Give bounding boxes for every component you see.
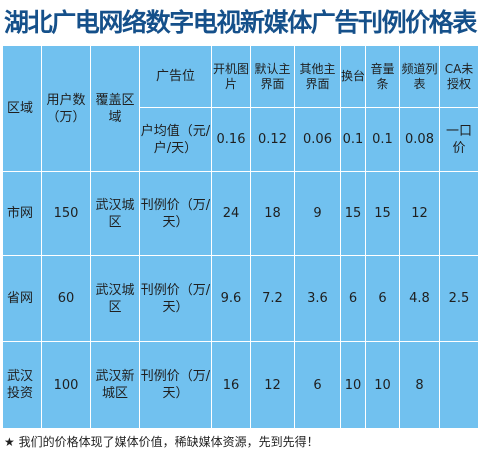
row-users: 60 [41, 255, 91, 342]
footer-note: ★ 我们的价格体现了媒体价值，稀缺媒体资源，先到先得！ [4, 435, 319, 449]
price-cell: 9 [294, 171, 341, 256]
row-region: 市网 [2, 171, 42, 256]
price-cell: 8 [399, 341, 440, 429]
price-cell: 15 [365, 171, 400, 256]
price-cell: 6 [294, 341, 341, 429]
unit-value-cell: 0.16 [211, 107, 251, 172]
table-row: 武汉投资 100 武汉新城区 刊例价（万/天） 16 12 6 10 10 8 [2, 341, 479, 429]
row-label: 刊例价（万/天） [139, 255, 212, 342]
header-unit-value: 户均值（元/户/天） [139, 107, 212, 172]
row-region: 武汉投资 [2, 341, 42, 429]
unit-value-cell: 0.1 [340, 107, 366, 172]
price-cell: 9.6 [211, 255, 251, 342]
price-cell: 6 [365, 255, 400, 342]
row-coverage: 武汉城区 [90, 255, 140, 342]
header-adslot: 广告位 [139, 45, 212, 108]
price-cell: 3.6 [294, 255, 341, 342]
header-col: 其他主界面 [294, 45, 341, 108]
price-cell: 12 [399, 171, 440, 256]
unit-value-cell: 0.08 [399, 107, 440, 172]
price-cell: 18 [250, 171, 295, 256]
row-label: 刊例价（万/天） [139, 341, 212, 429]
price-cell: 16 [211, 341, 251, 429]
row-coverage: 武汉城区 [90, 171, 140, 256]
table-row: 市网 150 武汉城区 刊例价（万/天） 24 18 9 15 15 12 [2, 171, 479, 256]
unit-value-cell: 0.06 [294, 107, 341, 172]
row-users: 100 [41, 341, 91, 429]
price-cell: 10 [340, 341, 366, 429]
price-cell: 24 [211, 171, 251, 256]
row-coverage: 武汉新城区 [90, 341, 140, 429]
header-col: CA未授权 [439, 45, 479, 108]
header-col: 默认主界面 [250, 45, 295, 108]
row-label: 刊例价（万/天） [139, 171, 212, 256]
price-cell: 12 [250, 341, 295, 429]
header-col: 音量条 [365, 45, 400, 108]
header-col: 换台 [340, 45, 366, 108]
page-title: 湖北广电网络数字电视新媒体广告刊例价格表 [4, 8, 477, 37]
row-region: 省网 [2, 255, 42, 342]
price-cell: 2.5 [439, 255, 479, 342]
price-cell: 7.2 [250, 255, 295, 342]
unit-value-cell: 一口价 [439, 107, 479, 172]
header-coverage: 覆盖区域 [90, 45, 140, 172]
price-cell: 6 [340, 255, 366, 342]
unit-value-cell: 0.12 [250, 107, 295, 172]
header-col: 开机图片 [211, 45, 251, 108]
price-cell: 4.8 [399, 255, 440, 342]
price-table: 区域 用户数（万） 覆盖区域 广告位 开机图片 默认主界面 其他主界面 换台 音… [2, 45, 479, 429]
price-cell [439, 171, 479, 256]
unit-value-cell: 0.1 [365, 107, 400, 172]
table-row: 省网 60 武汉城区 刊例价（万/天） 9.6 7.2 3.6 6 6 4.8 … [2, 255, 479, 342]
header-col: 频道列表 [399, 45, 440, 108]
header-region: 区域 [2, 45, 42, 172]
price-cell: 10 [365, 341, 400, 429]
price-cell [439, 341, 479, 429]
price-cell: 15 [340, 171, 366, 256]
header-users: 用户数（万） [41, 45, 91, 172]
row-users: 150 [41, 171, 91, 256]
